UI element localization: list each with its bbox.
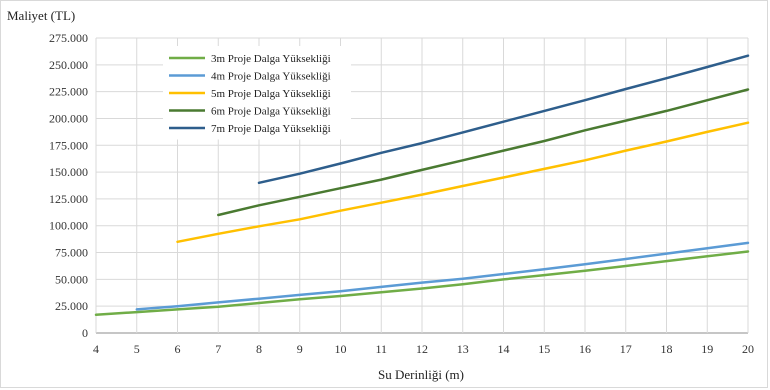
y-tick-label: 125.000 [49, 192, 88, 206]
y-tick-label: 275.000 [49, 31, 88, 45]
x-tick-label: 15 [538, 342, 550, 356]
legend-label-3: 5m Proje Dalga Yüksekliği [211, 88, 331, 100]
y-tick-label: 225.000 [49, 85, 88, 99]
x-tick-label: 14 [498, 342, 510, 356]
x-tick-label: 12 [416, 342, 428, 356]
legend-label-1: 3m Proje Dalga Yüksekliği [211, 53, 331, 65]
x-tick-label: 18 [661, 342, 673, 356]
y-tick-label: 200.000 [49, 111, 88, 125]
x-tick-label: 5 [134, 342, 140, 356]
y-tick-label: 25.000 [55, 299, 88, 313]
legend-label-5: 7m Proje Dalga Yüksekliği [211, 123, 331, 135]
y-axis-ticks: 0 25.000 50.000 75.000 100.000 125.000 150.000… [49, 31, 88, 340]
x-tick-label: 7 [215, 342, 221, 356]
y-axis-title: Maliyet (TL) [7, 8, 75, 23]
x-axis-ticks: 4 5 6 7 8 9 10 11 12 13 14 15 16 17 18 19 20 [93, 342, 754, 356]
x-tick-label: 9 [297, 342, 303, 356]
x-tick-label: 11 [375, 342, 387, 356]
x-tick-label: 17 [620, 342, 632, 356]
x-tick-label: 8 [256, 342, 262, 356]
x-axis-title: Su Derinliği (m) [378, 367, 464, 382]
y-tick-label: 50.000 [55, 272, 88, 286]
x-tick-label: 6 [175, 342, 181, 356]
legend-label-2: 4m Proje Dalga Yüksekliği [211, 71, 331, 83]
x-tick-label: 13 [457, 342, 469, 356]
y-tick-label: 75.000 [55, 246, 88, 260]
x-tick-label: 10 [335, 342, 347, 356]
y-tick-label: 100.000 [49, 219, 88, 233]
y-tick-label: 175.000 [49, 138, 88, 152]
x-tick-label: 20 [742, 342, 754, 356]
legend-label-4: 6m Proje Dalga Yüksekliği [211, 106, 331, 118]
y-tick-label: 150.000 [49, 165, 88, 179]
y-tick-label: 0 [82, 326, 88, 340]
x-tick-label: 16 [579, 342, 591, 356]
y-tick-label: 250.000 [49, 58, 88, 72]
x-tick-label: 19 [701, 342, 713, 356]
x-tick-label: 4 [93, 342, 99, 356]
